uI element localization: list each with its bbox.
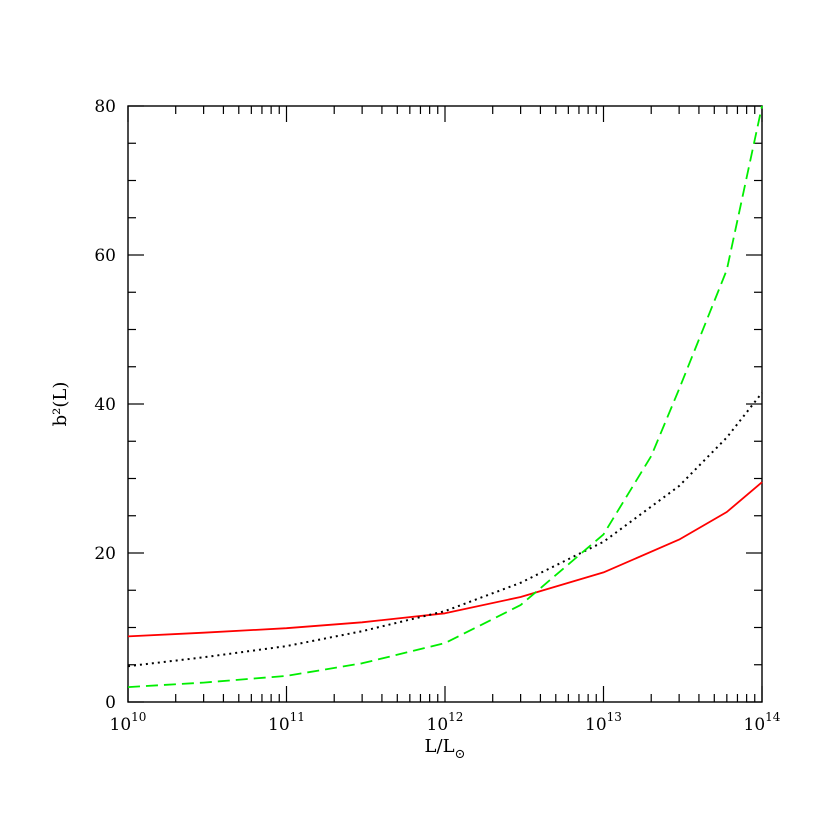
x-tick-label-exponent: 11 <box>290 710 305 724</box>
x-tick-label-exponent: 12 <box>448 710 463 724</box>
y-tick-label: 40 <box>94 395 116 415</box>
y-tick-label: 60 <box>94 246 116 266</box>
x-tick-label-exponent: 13 <box>607 710 622 724</box>
x-tick-label: 1011 <box>268 710 305 735</box>
x-tick-label-exponent: 14 <box>765 710 781 724</box>
series-line-solid <box>127 481 763 638</box>
x-tick-label-base: 10 <box>268 715 290 735</box>
x-tick-label-base: 10 <box>744 715 766 735</box>
x-tick-label: 1010 <box>110 710 147 735</box>
x-axis-title: L/L⊙ <box>425 736 466 762</box>
series-line-dashed <box>127 105 763 688</box>
x-tick-label: 1012 <box>427 710 464 735</box>
x-tick-label-base: 10 <box>110 715 132 735</box>
y-tick-label: 80 <box>94 97 116 117</box>
y-axis-title: b²(L) <box>50 382 71 427</box>
x-tick-label-exponent: 10 <box>131 710 146 724</box>
x-tick-label-base: 10 <box>427 715 449 735</box>
series-group <box>127 105 763 688</box>
x-tick-label: 1014 <box>744 710 781 735</box>
x-tick-label: 1013 <box>585 710 622 735</box>
x-tick-label-base: 10 <box>585 715 607 735</box>
y-tick-label: 20 <box>94 544 116 564</box>
series-line-dotted <box>127 392 763 668</box>
y-tick-label: 0 <box>105 693 116 713</box>
x-axis-title-subscript: ⊙ <box>455 747 466 762</box>
